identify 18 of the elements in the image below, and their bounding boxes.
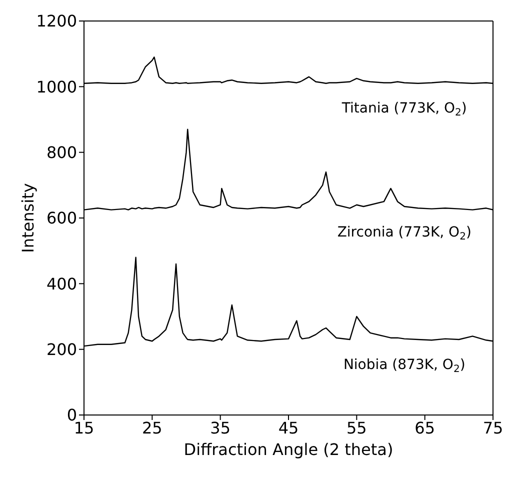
x-tick-label: 35 <box>210 418 231 438</box>
x-tick-label: 25 <box>142 418 162 438</box>
series-label: Titania (773K, O$_{2}$) <box>340 100 467 118</box>
y-tick-label: 1200 <box>36 12 77 31</box>
x-tick-label: 45 <box>278 418 299 438</box>
series-label: Niobia (873K, O$_{2}$) <box>343 356 466 374</box>
y-tick-label: 0 <box>66 406 77 425</box>
y-tick-label: 1000 <box>36 77 77 96</box>
x-tick-label: 65 <box>414 418 436 438</box>
y-tick-label: 800 <box>46 143 77 162</box>
y-tick-label: 600 <box>46 208 77 228</box>
y-tick-label: 200 <box>46 340 77 360</box>
y-axis-title: Intensity <box>18 183 38 253</box>
x-tick-label: 75 <box>482 418 504 438</box>
series-label: Zirconia (773K, O$_{2}$) <box>337 224 472 242</box>
x-axis-title: Diffraction Angle (2 theta) <box>184 440 394 459</box>
y-tick-label: 400 <box>46 274 77 294</box>
x-tick-label: 55 <box>346 418 367 438</box>
